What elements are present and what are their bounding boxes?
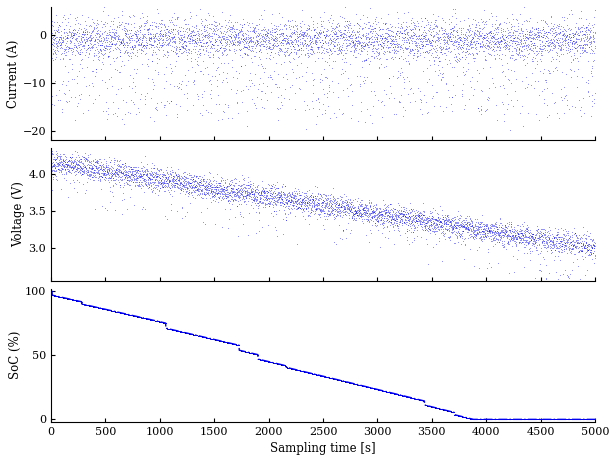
- Y-axis label: Current (A): Current (A): [7, 39, 20, 108]
- Y-axis label: Voltage (V): Voltage (V): [12, 182, 25, 247]
- Y-axis label: SoC (%): SoC (%): [9, 331, 22, 379]
- X-axis label: Sampling time [s]: Sampling time [s]: [270, 442, 376, 456]
